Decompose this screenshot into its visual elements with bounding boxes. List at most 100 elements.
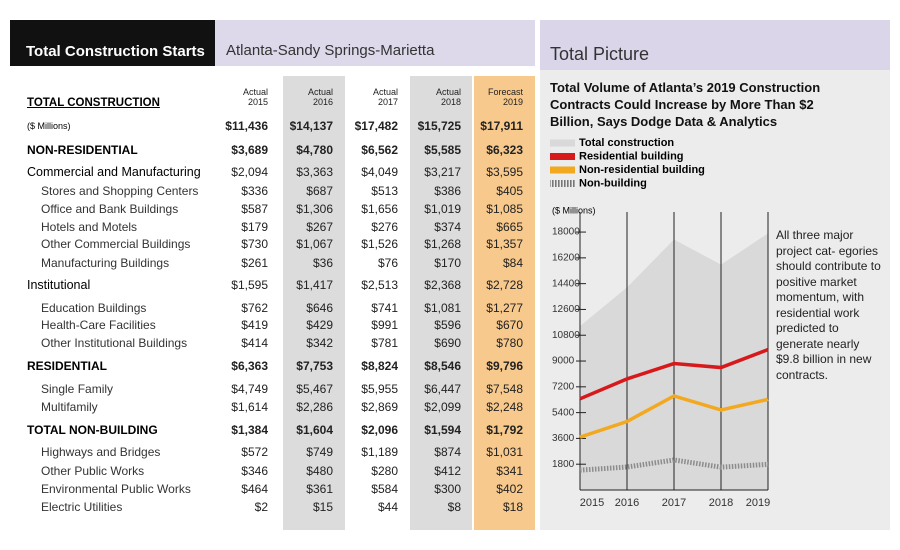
cell-value: $1,085	[486, 202, 523, 216]
cell-value: $8	[447, 500, 461, 514]
cell-value: $3,217	[424, 165, 461, 179]
column-shade	[474, 76, 535, 530]
cell-value: $44	[377, 500, 398, 514]
cell-value: $8,824	[361, 359, 398, 373]
cell-value: $670	[496, 318, 523, 332]
cell-value: $84	[502, 256, 523, 270]
cell-value: $1,604	[296, 423, 333, 437]
y-tick-label: 10800	[552, 330, 580, 341]
cell-value: $14,137	[289, 119, 333, 133]
cell-value: $405	[496, 184, 523, 198]
cell-value: $374	[434, 220, 461, 234]
column-status: Actual	[242, 87, 268, 97]
cell-value: $361	[306, 482, 333, 496]
x-tick-label: 2017	[662, 497, 686, 509]
cell-value: $76	[377, 256, 398, 270]
header-band	[215, 20, 535, 66]
cell-value: $276	[371, 220, 398, 234]
cell-value: $342	[306, 336, 333, 350]
cell-value: $17,482	[354, 119, 398, 133]
cell-value: $1,268	[424, 237, 461, 251]
legend-swatch	[550, 139, 575, 147]
row-label: ($ Millions)	[27, 121, 71, 131]
cell-value: $762	[241, 301, 268, 315]
row-label: Institutional	[27, 278, 91, 292]
y-axis-label: ($ Millions)	[552, 205, 596, 215]
cell-value: $2,728	[486, 278, 523, 292]
line	[579, 457, 769, 473]
cell-value: $1,595	[231, 278, 268, 292]
cell-value: $3,363	[296, 165, 333, 179]
column-year: 2017	[377, 97, 398, 107]
x-tick-label: 2015	[580, 497, 604, 509]
row-label: Single Family	[41, 382, 114, 396]
column-shade	[410, 76, 472, 530]
cell-value: $419	[241, 318, 268, 332]
cell-value: $780	[496, 336, 523, 350]
y-tick-label: 1800	[552, 459, 575, 470]
cell-value: $3,689	[231, 143, 268, 157]
row-label: Other Public Works	[41, 464, 145, 478]
cell-value: $412	[434, 464, 461, 478]
cell-value: $480	[306, 464, 333, 478]
legend-swatch	[550, 153, 575, 160]
line	[579, 347, 769, 401]
row-label: TOTAL NON-BUILDING	[27, 423, 158, 437]
cell-value: $170	[434, 256, 461, 270]
row-label: Highways and Bridges	[41, 445, 161, 459]
cell-value: $36	[312, 256, 333, 270]
cell-value: $2,368	[424, 278, 461, 292]
row-label: Other Institutional Buildings	[41, 336, 188, 350]
cell-value: $5,585	[424, 143, 461, 157]
cell-value: $1,081	[424, 301, 461, 315]
column-year: 2015	[247, 97, 268, 107]
cell-value: $346	[241, 464, 268, 478]
x-tick-label: 2019	[746, 497, 770, 509]
cell-value: $1,656	[361, 202, 398, 216]
y-tick-label: 3600	[552, 433, 575, 444]
header-title: Total Construction Starts	[26, 43, 205, 60]
row-label: Hotels and Motels	[41, 220, 138, 234]
cell-value: $179	[241, 220, 268, 234]
cell-value: $1,384	[231, 423, 268, 437]
cell-value: $6,447	[424, 382, 461, 396]
cell-value: $341	[496, 464, 523, 478]
cell-value: $6,562	[361, 143, 398, 157]
cell-value: $1,417	[296, 278, 333, 292]
cell-value: $1,614	[231, 400, 268, 414]
cell-value: $730	[241, 237, 268, 251]
row-label: Other Commercial Buildings	[41, 237, 191, 251]
cell-value: $1,526	[361, 237, 398, 251]
cell-value: $1,357	[486, 237, 523, 251]
cell-value: $8,546	[424, 359, 461, 373]
cell-value: $513	[371, 184, 398, 198]
cell-value: $2,869	[361, 400, 398, 414]
line	[579, 394, 769, 439]
cell-value: $267	[306, 220, 333, 234]
column-status: Actual	[372, 87, 398, 97]
cell-value: $386	[434, 184, 461, 198]
cell-value: $2,513	[361, 278, 398, 292]
cell-value: $587	[241, 202, 268, 216]
y-tick-label: 14400	[552, 278, 580, 289]
legend-swatch	[550, 180, 575, 187]
cell-value: $2,248	[486, 400, 523, 414]
cell-value: $781	[371, 336, 398, 350]
column-shade	[283, 76, 345, 530]
x-tick-label: 2016	[615, 497, 639, 509]
panel-header	[540, 20, 890, 70]
cell-value: $4,049	[361, 165, 398, 179]
cell-value: $2,286	[296, 400, 333, 414]
cell-value: $749	[306, 445, 333, 459]
y-tick-label: 9000	[552, 356, 575, 367]
cell-value: $7,548	[486, 382, 523, 396]
cell-value: $2	[254, 500, 268, 514]
cell-value: $596	[434, 318, 461, 332]
column-year: 2019	[502, 97, 523, 107]
cell-value: $429	[306, 318, 333, 332]
row-label: Manufacturing Buildings	[41, 256, 170, 270]
y-tick-label: 16200	[552, 252, 580, 263]
cell-value: $2,094	[231, 165, 268, 179]
cell-value: $15,725	[417, 119, 461, 133]
